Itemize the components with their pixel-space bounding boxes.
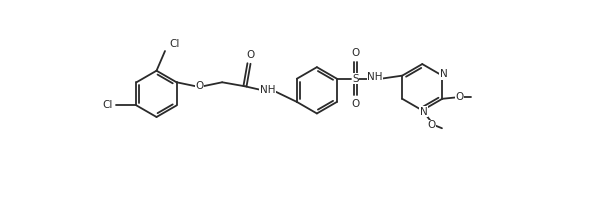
Text: O: O (456, 92, 464, 102)
Text: O: O (352, 99, 359, 109)
Text: Cl: Cl (102, 100, 113, 110)
Text: S: S (352, 74, 359, 84)
Text: O: O (352, 48, 359, 59)
Text: O: O (427, 120, 436, 130)
Text: N: N (440, 69, 448, 79)
Text: NH: NH (367, 72, 383, 82)
Text: O: O (195, 81, 204, 91)
Text: O: O (246, 50, 254, 60)
Text: NH: NH (260, 85, 275, 95)
Text: N: N (420, 107, 427, 117)
Text: Cl: Cl (170, 39, 180, 49)
